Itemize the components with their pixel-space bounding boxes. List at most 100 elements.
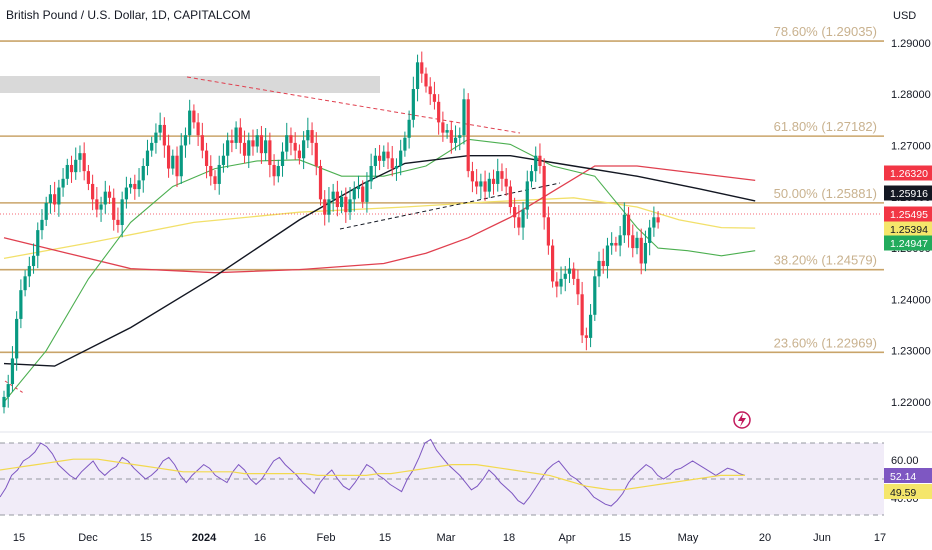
candle-body bbox=[179, 145, 183, 177]
price-tags: 1.26320 1.25916 1.25495 1.25394 1.24947 bbox=[884, 165, 932, 251]
candle-body bbox=[521, 209, 525, 228]
candle-body bbox=[487, 178, 491, 192]
candle-body bbox=[466, 99, 470, 172]
price-tag-label: 1.26320 bbox=[890, 168, 928, 180]
candle-body bbox=[209, 165, 213, 177]
candle-body bbox=[10, 358, 15, 385]
x-tick-label: 15 bbox=[619, 532, 631, 544]
candle-body bbox=[546, 217, 550, 246]
candle-body bbox=[622, 214, 626, 236]
price-tag-bg bbox=[884, 185, 932, 201]
candle-body bbox=[407, 119, 411, 138]
candle-body bbox=[272, 164, 276, 177]
x-tick-label: 2024 bbox=[192, 532, 217, 544]
candle-body bbox=[534, 155, 538, 172]
lightning-icon[interactable] bbox=[733, 411, 751, 429]
candle-body bbox=[264, 140, 268, 154]
candlesticks bbox=[2, 51, 660, 414]
candle-body bbox=[656, 217, 660, 223]
candle-body bbox=[538, 155, 542, 166]
candle-body bbox=[652, 217, 656, 228]
candle-body bbox=[95, 199, 99, 210]
trend-line-red-dotted-start bbox=[4, 380, 26, 395]
candle-body bbox=[639, 237, 643, 264]
sma-yellow-line bbox=[3, 197, 756, 260]
candle-body bbox=[112, 197, 116, 220]
candle-body bbox=[2, 396, 6, 408]
candle-body bbox=[386, 151, 390, 159]
candle-body bbox=[302, 140, 306, 159]
candle-body bbox=[356, 186, 361, 190]
candle-body bbox=[415, 62, 420, 90]
time-axis[interactable]: 15 Dec 15 2024 16 Feb 15 Mar 18 Apr 15 May 20 Jun 17 bbox=[13, 532, 886, 544]
candle-body bbox=[365, 181, 369, 202]
candle-body bbox=[441, 122, 445, 133]
candle-body bbox=[610, 242, 614, 246]
candle-body bbox=[183, 135, 188, 146]
candle-body bbox=[394, 165, 399, 169]
candle-body bbox=[91, 183, 95, 200]
candle-body bbox=[200, 135, 204, 151]
candle-body bbox=[327, 199, 331, 215]
candle-body bbox=[57, 187, 61, 205]
candle-body bbox=[145, 150, 150, 166]
candle-body bbox=[631, 235, 635, 249]
fib-label: 38.20% (1.24579) bbox=[774, 253, 877, 268]
price-tag-bg bbox=[884, 206, 932, 222]
y-tick-label: 1.22000 bbox=[891, 397, 931, 409]
fib-label: 23.60% (1.22969) bbox=[774, 335, 877, 350]
candle-body bbox=[124, 187, 128, 200]
candle-body bbox=[15, 318, 19, 359]
x-tick-label: May bbox=[678, 532, 699, 544]
candle-body bbox=[382, 151, 386, 161]
candle-body bbox=[196, 122, 200, 136]
y-tick-label: 1.29000 bbox=[891, 38, 931, 50]
fib-label: 78.60% (1.29035) bbox=[774, 24, 877, 39]
rsi-lines bbox=[0, 438, 746, 507]
fib-label: 50.00% (1.25881) bbox=[774, 186, 877, 201]
candle-body bbox=[373, 155, 377, 166]
candle-body bbox=[437, 101, 441, 123]
x-tick-label: Mar bbox=[437, 532, 456, 544]
price-tag-label: 1.24947 bbox=[890, 238, 928, 250]
x-tick-label: 15 bbox=[13, 532, 25, 544]
resistance-zone bbox=[0, 76, 380, 93]
candle-body bbox=[399, 150, 403, 166]
candle-body bbox=[453, 137, 458, 143]
candle-body bbox=[238, 127, 242, 143]
moving-averages bbox=[3, 138, 756, 403]
candle-body bbox=[6, 384, 10, 397]
candle-body bbox=[335, 191, 339, 208]
candle-body bbox=[221, 155, 226, 165]
candle-body bbox=[234, 127, 238, 143]
rsi-ma-tag: 49.59 bbox=[890, 487, 916, 499]
candle-body bbox=[175, 155, 179, 177]
candle-body bbox=[247, 140, 251, 156]
y-tick-label: 1.23000 bbox=[891, 346, 931, 358]
candle-body bbox=[331, 191, 335, 200]
candle-body bbox=[31, 255, 36, 267]
candle-body bbox=[82, 153, 86, 172]
candle-body bbox=[268, 140, 272, 165]
candle-body bbox=[27, 266, 31, 277]
candle-body bbox=[597, 260, 601, 277]
candle-body bbox=[462, 99, 466, 136]
candle-body bbox=[217, 164, 221, 184]
candle-body bbox=[483, 181, 487, 192]
candle-body bbox=[377, 155, 382, 161]
candle-body bbox=[120, 199, 124, 225]
candle-body bbox=[154, 132, 158, 143]
candle-body bbox=[293, 142, 297, 151]
sma-red-line bbox=[3, 165, 756, 274]
candle-body bbox=[323, 199, 327, 215]
candle-body bbox=[614, 242, 618, 246]
candle-body bbox=[188, 110, 192, 136]
fib-label: 61.80% (1.27182) bbox=[774, 119, 877, 134]
candle-body bbox=[40, 219, 44, 231]
price-tag-label: 1.25394 bbox=[890, 224, 928, 236]
candle-body bbox=[310, 130, 314, 143]
candle-body bbox=[588, 314, 593, 338]
candle-body bbox=[103, 191, 107, 205]
candle-body bbox=[475, 181, 479, 187]
